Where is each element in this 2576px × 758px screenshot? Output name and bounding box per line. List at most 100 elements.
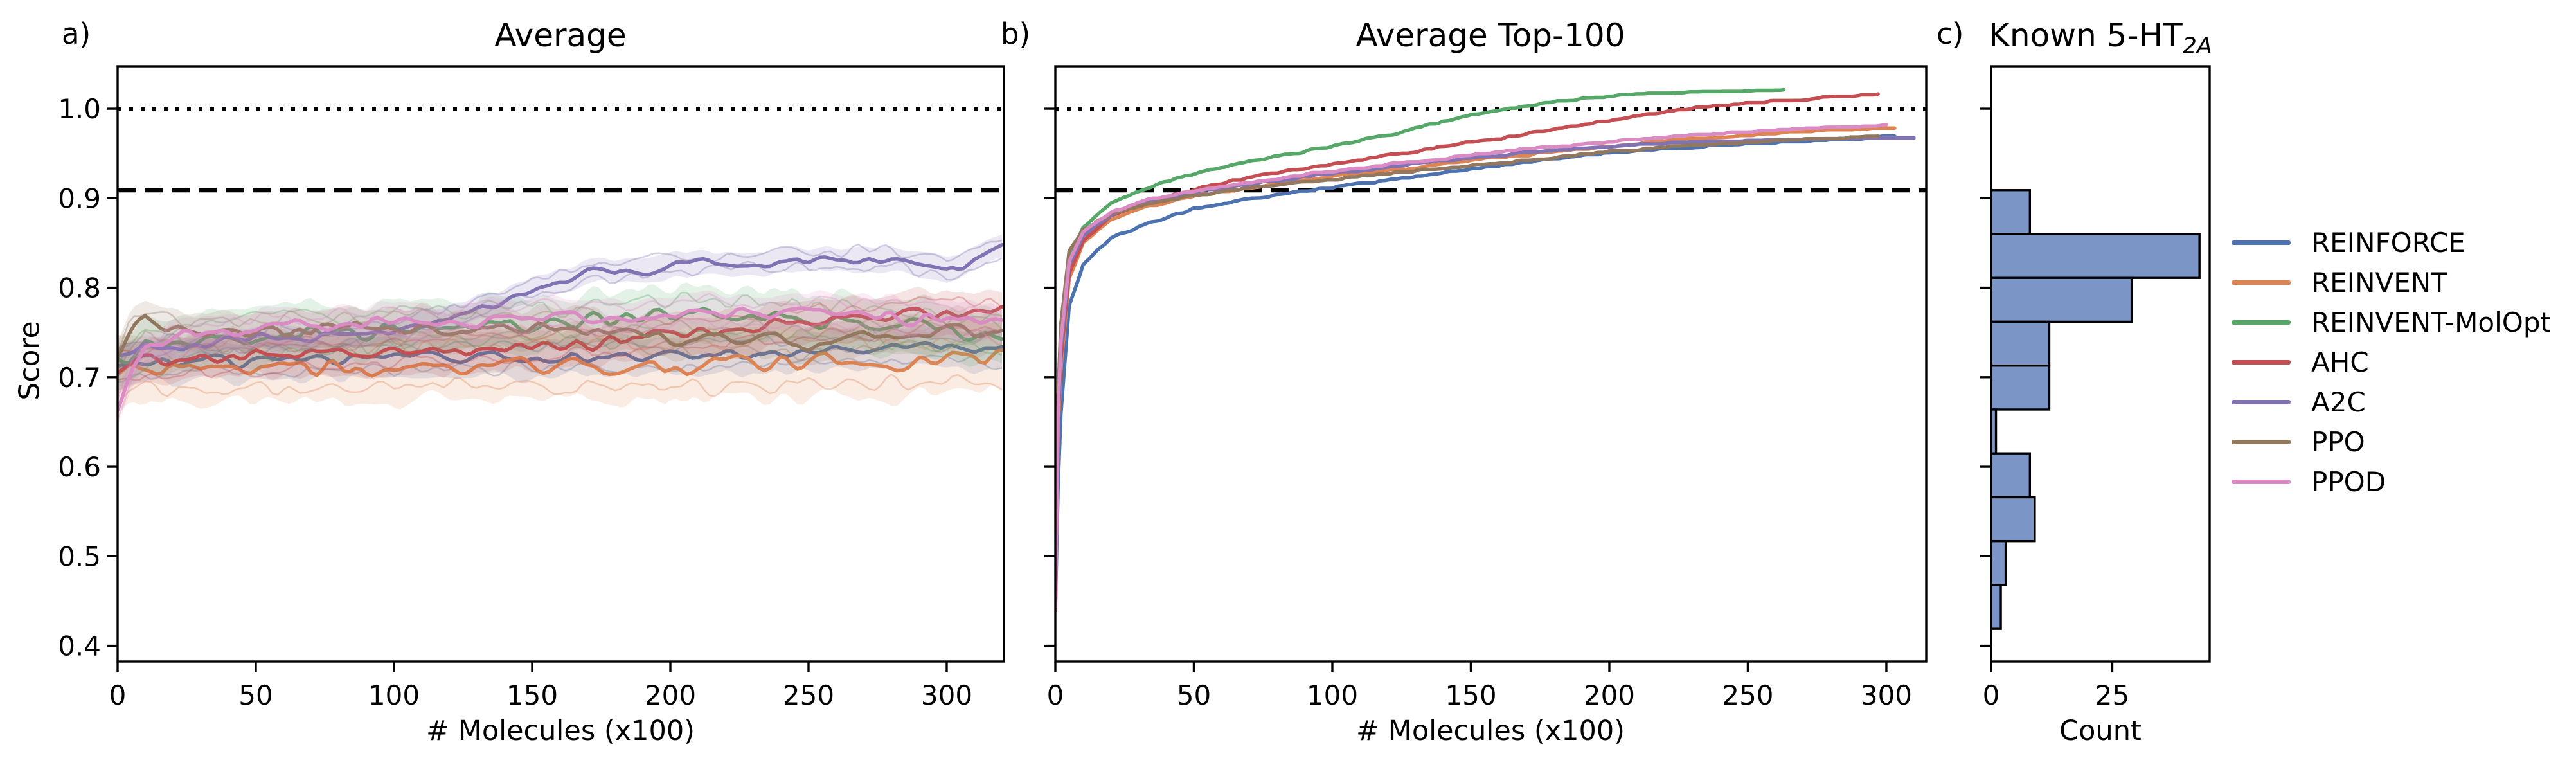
legend-item-ppo: PPO	[2232, 422, 2551, 462]
hist-bar	[1991, 539, 2007, 586]
panel-b-xlabel: # Molecules (x100)	[1356, 715, 1625, 747]
y-axis-label-score: Score	[13, 321, 46, 401]
series-line-REINFORCE	[1055, 134, 1897, 612]
y-tick-label: 0.7	[58, 362, 101, 393]
hist-bar	[1991, 320, 2051, 367]
y-tick-label: 0.4	[58, 631, 101, 662]
panel-letter-b: b)	[1001, 17, 1031, 51]
series-band-REINFORCE	[118, 324, 1002, 391]
x-tick-label: 300	[921, 680, 972, 711]
legend-line-swatch-ppo	[2232, 439, 2291, 444]
series-line-A2C	[118, 242, 1004, 357]
panel-b-title: Average Top-100	[1355, 17, 1625, 54]
panel-c-title-subscript: 2A	[2182, 33, 2212, 59]
legend-item-ahc: AHC	[2232, 342, 2551, 382]
legend-item-reinvent: REINVENT	[2232, 262, 2551, 302]
legend-line-swatch-ahc	[2232, 359, 2291, 365]
legend: REINFORCE REINVENT REINVENT-MolOpt AHC A…	[2232, 222, 2551, 501]
series-replicate-AHC	[118, 318, 1003, 381]
x-tick-label: 150	[1445, 680, 1496, 711]
series-line-REINVENT-MolOpt	[118, 307, 1004, 365]
legend-item-a2c: A2C	[2232, 382, 2551, 422]
legend-line-swatch-reinvent	[2232, 280, 2291, 285]
series-line-REINFORCE	[118, 341, 1004, 370]
hist-bar	[1991, 189, 2032, 235]
y-tick-label: 0.6	[58, 451, 101, 483]
hist-bar	[1991, 365, 2051, 411]
series-replicate-A2C	[118, 257, 1003, 368]
panel-c-axes-box	[1990, 65, 2211, 663]
hist-bar	[1991, 233, 2201, 279]
legend-label: AHC	[2311, 346, 2369, 378]
series-replicate-REINFORCE	[118, 354, 1003, 383]
series-replicate-PPOD	[118, 318, 1003, 420]
y-tick-label: 0.9	[58, 183, 101, 214]
legend-label: A2C	[2311, 386, 2366, 418]
series-line-REINVENT	[1055, 126, 1897, 611]
series-line-PPO	[1055, 134, 1880, 613]
panel-letter-c: c)	[1936, 17, 1964, 51]
series-band-PPOD	[118, 290, 1002, 425]
series-line-PPOD	[1055, 123, 1888, 611]
x-tick-label: 250	[783, 680, 834, 711]
x-tick-label: 300	[1861, 680, 1912, 711]
panel-letter-a: a)	[62, 17, 91, 51]
legend-label: REINVENT-MolOpt	[2311, 306, 2551, 338]
panel-c-title: Known 5-HT2A	[1940, 17, 2261, 58]
series-replicate-REINVENT-MolOpt	[118, 323, 1003, 381]
x-tick-label: 50	[238, 680, 273, 711]
series-line-A2C	[1055, 136, 1916, 612]
x-tick-label: 100	[1307, 680, 1358, 711]
legend-item-reinforce: REINFORCE	[2232, 222, 2551, 262]
series-band-REINVENT-MolOpt	[118, 282, 1002, 392]
x-tick-label: 0	[109, 680, 127, 711]
panel-b-plot-area	[1055, 87, 1926, 613]
legend-label: PPOD	[2311, 465, 2386, 498]
hist-bar	[1991, 452, 2032, 499]
y-tick-label: 0.8	[58, 273, 101, 304]
legend-label: REINFORCE	[2311, 226, 2465, 258]
panel-a-plot-area	[118, 107, 1004, 425]
legend-line-swatch-reinvent-molopt	[2232, 320, 2291, 325]
series-band-PPO	[118, 300, 1002, 375]
x-tick-label: 150	[506, 680, 558, 711]
hist-bar	[1991, 496, 2036, 543]
panel-a-xlabel: # Molecules (x100)	[426, 715, 695, 747]
legend-label: PPO	[2311, 426, 2365, 458]
series-line-REINVENT-MolOpt	[1055, 87, 1786, 613]
panel-b-axes-box	[1054, 65, 1928, 663]
y-tick-label: 0.5	[58, 541, 101, 572]
panel-c-title-main: Known 5-HT	[1989, 17, 2183, 54]
series-replicate-REINVENT	[118, 373, 1003, 406]
x-tick-label: 200	[1584, 680, 1635, 711]
y-tick-label: 1.0	[58, 93, 101, 125]
series-line-PPO	[118, 314, 1004, 360]
legend-label: REINVENT	[2311, 266, 2447, 298]
legend-line-swatch-reinforce	[2232, 240, 2291, 245]
series-replicate-REINVENT-MolOpt	[118, 291, 1003, 351]
x-tick-label: 25	[2095, 680, 2129, 711]
x-tick-label: 50	[1177, 680, 1211, 711]
series-replicate-A2C	[118, 239, 1003, 349]
x-tick-label: 200	[645, 680, 696, 711]
panel-c-xlabel: Count	[2059, 715, 2142, 747]
x-tick-label: 100	[368, 680, 420, 711]
series-line-AHC	[118, 305, 1004, 375]
x-tick-label: 250	[1722, 680, 1773, 711]
x-tick-label: 0	[1983, 680, 2000, 711]
series-replicate-PPOD	[118, 293, 1003, 400]
legend-item-reinvent-molopt: REINVENT-MolOpt	[2232, 302, 2551, 342]
hist-bar	[1991, 584, 2002, 630]
legend-line-swatch-a2c	[2232, 399, 2291, 404]
series-replicate-PPO	[118, 329, 1003, 371]
panel-c-plot-area	[1991, 189, 2201, 630]
hist-bar	[1991, 276, 2133, 323]
legend-item-ppod: PPOD	[2232, 462, 2551, 501]
series-line-PPOD	[118, 306, 1004, 413]
legend-line-swatch-ppod	[2232, 479, 2291, 484]
panel-a-title: Average	[494, 17, 627, 54]
x-tick-label: 0	[1047, 680, 1064, 711]
series-replicate-PPO	[118, 306, 1003, 356]
